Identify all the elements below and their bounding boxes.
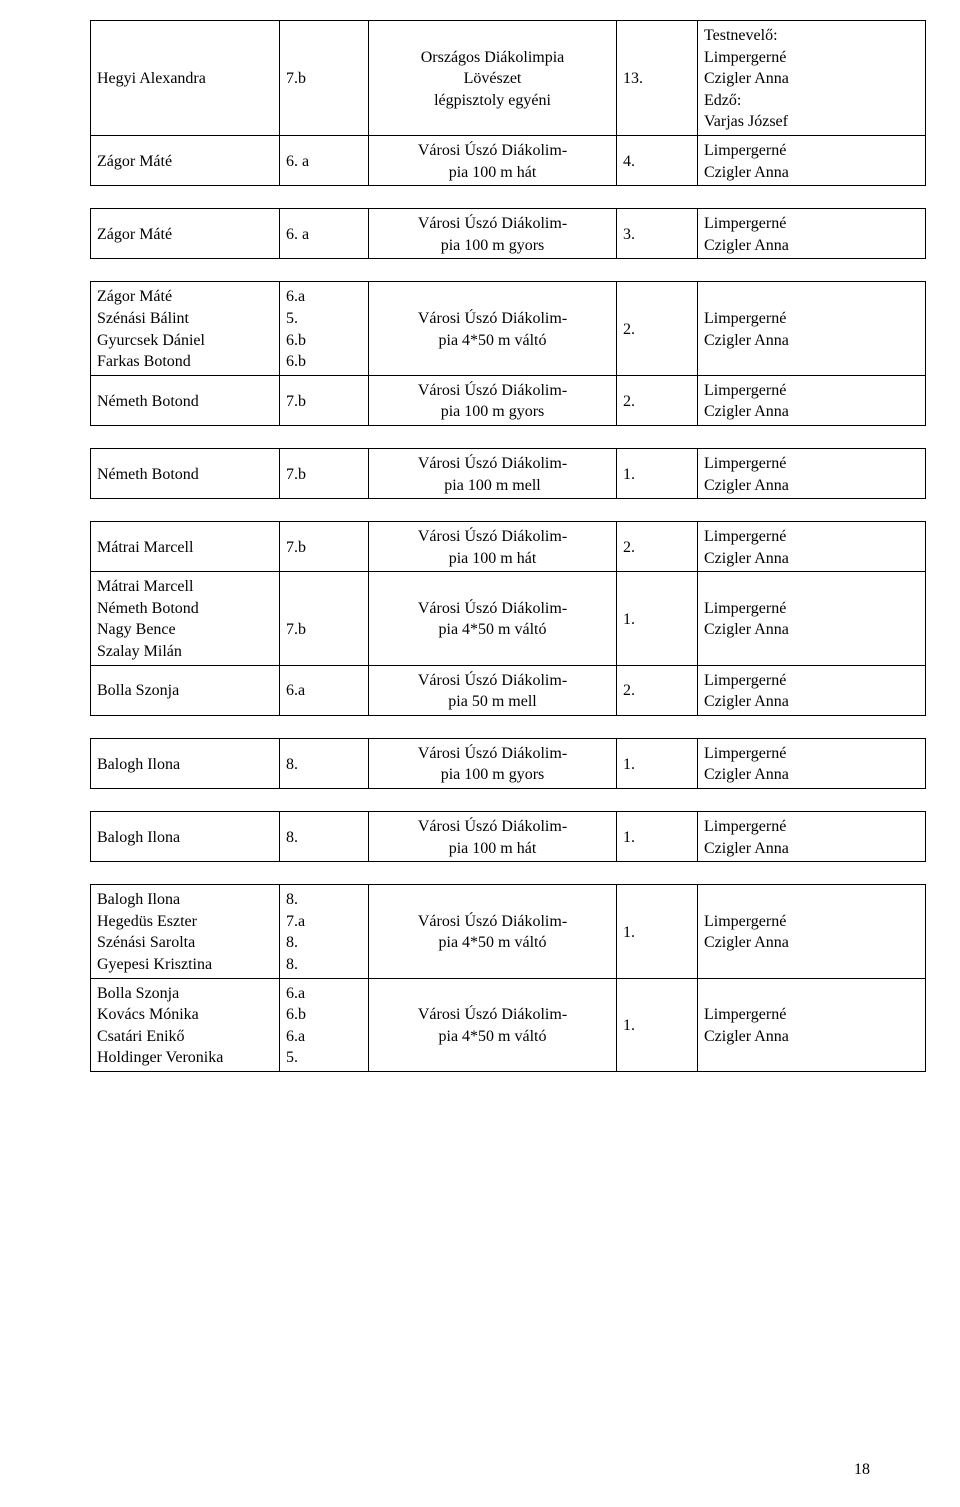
cell-class: 8.7.a8.8. — [280, 885, 369, 978]
cell-class: 6. a — [280, 209, 369, 259]
cell-place: 13. — [617, 21, 698, 136]
cell-class: 7.b — [280, 522, 369, 572]
cell-class: 6. a — [280, 135, 369, 185]
cell-names: Hegyi Alexandra — [91, 21, 280, 136]
cell-teacher: LimpergernéCzigler Anna — [698, 282, 926, 375]
cell-event: Városi Úszó Diákolim-pia 50 m mell — [369, 665, 617, 715]
cell-event: Városi Úszó Diákolim-pia 100 m hát — [369, 522, 617, 572]
page: Hegyi Alexandra7.bOrszágos DiákolimpiaLö… — [0, 0, 960, 1507]
results-table: Mátrai Marcell7.bVárosi Úszó Diákolim-pi… — [90, 521, 926, 716]
cell-event: Városi Úszó Diákolim-pia 4*50 m váltó — [369, 572, 617, 665]
table-row: Balogh IlonaHegedüs EszterSzénási Sarolt… — [91, 885, 926, 978]
cell-place: 1. — [617, 738, 698, 788]
table-row: Balogh Ilona8.Városi Úszó Diákolim-pia 1… — [91, 812, 926, 862]
cell-place: 1. — [617, 978, 698, 1071]
cell-class: 7.b — [280, 572, 369, 665]
cell-names: Balogh IlonaHegedüs EszterSzénási Sarolt… — [91, 885, 280, 978]
cell-teacher: LimpergernéCzigler Anna — [698, 448, 926, 498]
cell-event: Városi Úszó Diákolim-pia 100 m gyors — [369, 738, 617, 788]
cell-place: 4. — [617, 135, 698, 185]
cell-teacher: LimpergernéCzigler Anna — [698, 375, 926, 425]
cell-teacher: LimpergernéCzigler Anna — [698, 665, 926, 715]
cell-place: 2. — [617, 522, 698, 572]
cell-class: 7.b — [280, 448, 369, 498]
cell-names: Zágor Máté — [91, 209, 280, 259]
cell-event: Városi Úszó Diákolim-pia 4*50 m váltó — [369, 885, 617, 978]
table-row: Mátrai MarcellNémeth BotondNagy BenceSza… — [91, 572, 926, 665]
cell-event: Városi Úszó Diákolim-pia 100 m gyors — [369, 209, 617, 259]
cell-place: 1. — [617, 812, 698, 862]
cell-names: Balogh Ilona — [91, 812, 280, 862]
results-table: Németh Botond7.bVárosi Úszó Diákolim-pia… — [90, 448, 926, 499]
table-row: Bolla Szonja6.aVárosi Úszó Diákolim-pia … — [91, 665, 926, 715]
cell-teacher: LimpergernéCzigler Anna — [698, 209, 926, 259]
cell-class: 6.a5.6.b6.b — [280, 282, 369, 375]
cell-event: Városi Úszó Diákolim-pia 100 m hát — [369, 812, 617, 862]
cell-class: 8. — [280, 738, 369, 788]
cell-place: 1. — [617, 885, 698, 978]
results-table: Balogh Ilona8.Városi Úszó Diákolim-pia 1… — [90, 811, 926, 862]
cell-place: 2. — [617, 375, 698, 425]
cell-teacher: LimpergernéCzigler Anna — [698, 572, 926, 665]
table-row: Zágor MátéSzénási BálintGyurcsek DánielF… — [91, 282, 926, 375]
cell-teacher: LimpergernéCzigler Anna — [698, 738, 926, 788]
table-row: Bolla SzonjaKovács MónikaCsatári EnikőHo… — [91, 978, 926, 1071]
cell-names: Mátrai MarcellNémeth BotondNagy BenceSza… — [91, 572, 280, 665]
cell-names: Bolla Szonja — [91, 665, 280, 715]
cell-class: 7.b — [280, 21, 369, 136]
tables-container: Hegyi Alexandra7.bOrszágos DiákolimpiaLö… — [90, 20, 870, 1072]
cell-event: Városi Úszó Diákolim-pia 4*50 m váltó — [369, 978, 617, 1071]
page-number: 18 — [854, 1461, 870, 1479]
table-row: Mátrai Marcell7.bVárosi Úszó Diákolim-pi… — [91, 522, 926, 572]
results-table: Balogh Ilona8.Városi Úszó Diákolim-pia 1… — [90, 738, 926, 789]
cell-event: Városi Úszó Diákolim-pia 100 m hát — [369, 135, 617, 185]
cell-place: 1. — [617, 448, 698, 498]
cell-event: Városi Úszó Diákolim-pia 100 m gyors — [369, 375, 617, 425]
cell-names: Zágor MátéSzénási BálintGyurcsek DánielF… — [91, 282, 280, 375]
cell-teacher: LimpergernéCzigler Anna — [698, 978, 926, 1071]
cell-teacher: Testnevelő:LimpergernéCzigler AnnaEdző:V… — [698, 21, 926, 136]
cell-names: Balogh Ilona — [91, 738, 280, 788]
cell-place: 2. — [617, 665, 698, 715]
cell-names: Németh Botond — [91, 375, 280, 425]
cell-class: 7.b — [280, 375, 369, 425]
cell-teacher: LimpergernéCzigler Anna — [698, 885, 926, 978]
results-table: Zágor Máté6. aVárosi Úszó Diákolim-pia 1… — [90, 208, 926, 259]
cell-names: Zágor Máté — [91, 135, 280, 185]
table-row: Németh Botond7.bVárosi Úszó Diákolim-pia… — [91, 448, 926, 498]
table-row: Zágor Máté6. aVárosi Úszó Diákolim-pia 1… — [91, 135, 926, 185]
cell-teacher: LimpergernéCzigler Anna — [698, 522, 926, 572]
cell-place: 1. — [617, 572, 698, 665]
cell-class: 6.a — [280, 665, 369, 715]
cell-event: Országos DiákolimpiaLövészetlégpisztoly … — [369, 21, 617, 136]
table-row: Zágor Máté6. aVárosi Úszó Diákolim-pia 1… — [91, 209, 926, 259]
cell-names: Németh Botond — [91, 448, 280, 498]
results-table: Balogh IlonaHegedüs EszterSzénási Sarolt… — [90, 884, 926, 1072]
table-row: Németh Botond7.bVárosi Úszó Diákolim-pia… — [91, 375, 926, 425]
cell-event: Városi Úszó Diákolim-pia 4*50 m váltó — [369, 282, 617, 375]
cell-place: 3. — [617, 209, 698, 259]
table-row: Balogh Ilona8.Városi Úszó Diákolim-pia 1… — [91, 738, 926, 788]
cell-class: 8. — [280, 812, 369, 862]
cell-teacher: LimpergernéCzigler Anna — [698, 135, 926, 185]
results-table: Zágor MátéSzénási BálintGyurcsek DánielF… — [90, 281, 926, 426]
cell-event: Városi Úszó Diákolim-pia 100 m mell — [369, 448, 617, 498]
cell-place: 2. — [617, 282, 698, 375]
cell-names: Bolla SzonjaKovács MónikaCsatári EnikőHo… — [91, 978, 280, 1071]
cell-class: 6.a6.b6.a5. — [280, 978, 369, 1071]
cell-teacher: LimpergernéCzigler Anna — [698, 812, 926, 862]
cell-names: Mátrai Marcell — [91, 522, 280, 572]
results-table: Hegyi Alexandra7.bOrszágos DiákolimpiaLö… — [90, 20, 926, 186]
table-row: Hegyi Alexandra7.bOrszágos DiákolimpiaLö… — [91, 21, 926, 136]
